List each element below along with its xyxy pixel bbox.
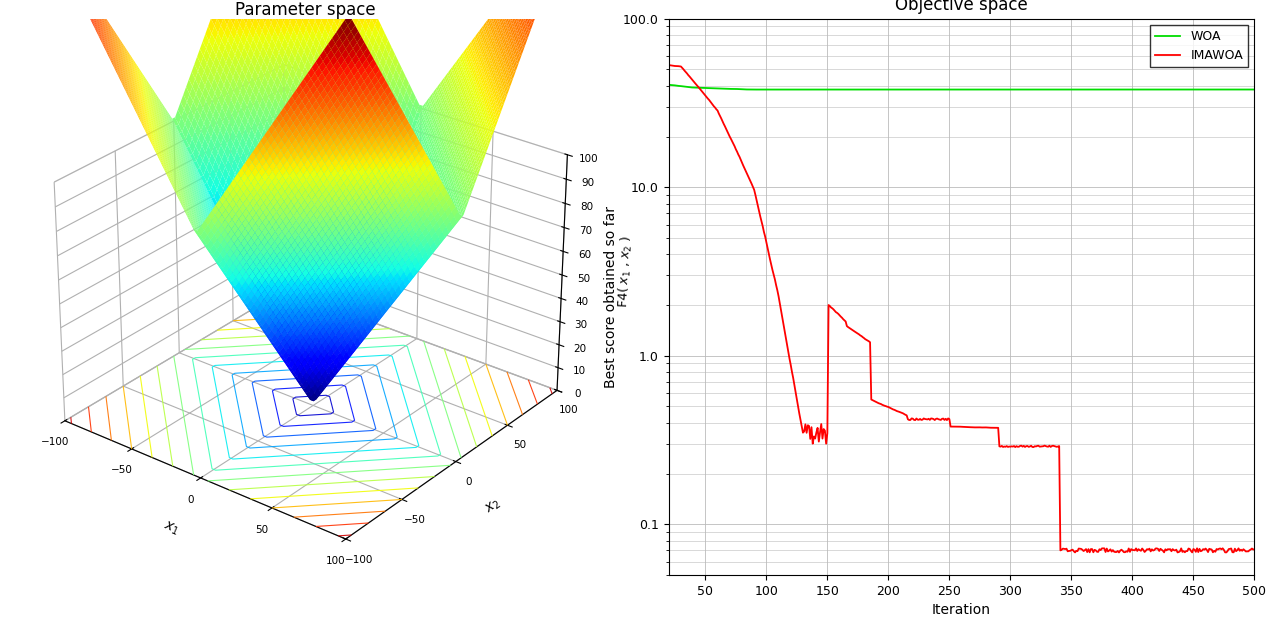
IMAWOA xyxy=(637,59,653,66)
Legend: WOA, IMAWOA: WOA, IMAWOA xyxy=(1151,25,1248,68)
WOA xyxy=(1234,86,1249,93)
WOA xyxy=(1247,86,1262,93)
X-axis label: $x_1$: $x_1$ xyxy=(161,518,180,538)
IMAWOA xyxy=(1247,546,1262,553)
IMAWOA xyxy=(931,416,946,423)
WOA xyxy=(637,79,653,86)
Title: Parameter space: Parameter space xyxy=(236,1,376,19)
Line: IMAWOA: IMAWOA xyxy=(645,62,1254,552)
IMAWOA xyxy=(1138,547,1153,554)
X-axis label: Iteration: Iteration xyxy=(932,603,991,618)
IMAWOA xyxy=(1234,546,1249,553)
WOA xyxy=(1207,86,1222,93)
IMAWOA xyxy=(968,424,983,431)
Y-axis label: $x_2$: $x_2$ xyxy=(483,496,504,518)
IMAWOA xyxy=(1111,549,1126,556)
WOA xyxy=(1137,86,1152,93)
Y-axis label: Best score obtained so far: Best score obtained so far xyxy=(604,206,617,388)
Title: Objective space: Objective space xyxy=(895,0,1028,14)
WOA xyxy=(927,86,942,93)
WOA xyxy=(1000,86,1015,93)
WOA xyxy=(968,86,983,93)
WOA xyxy=(931,86,946,93)
IMAWOA xyxy=(927,416,942,424)
Line: WOA: WOA xyxy=(645,82,1254,89)
IMAWOA xyxy=(1000,443,1015,451)
